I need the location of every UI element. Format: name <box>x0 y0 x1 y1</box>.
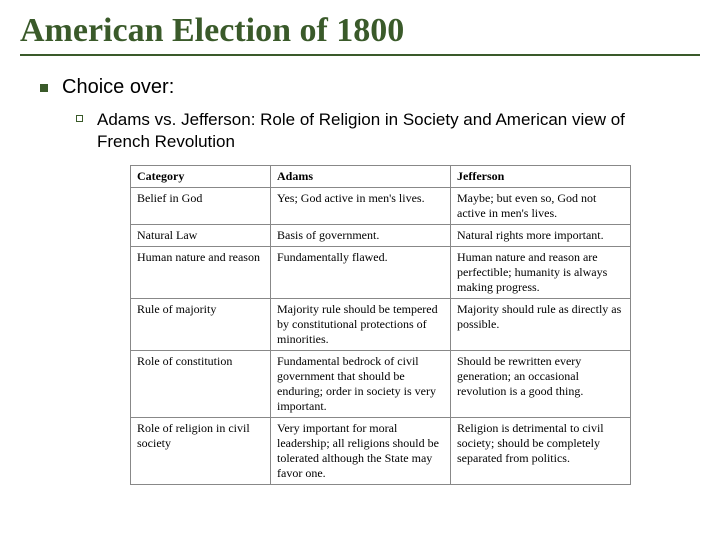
cell-jefferson: Maybe; but even so, God not active in me… <box>451 188 631 225</box>
bullet-level1: Choice over: <box>40 76 690 99</box>
cell-category: Natural Law <box>131 225 271 247</box>
cell-adams: Yes; God active in men's lives. <box>271 188 451 225</box>
bullet-text: Choice over: <box>62 76 174 99</box>
cell-category: Role of religion in civil society <box>131 418 271 485</box>
cell-category: Belief in God <box>131 188 271 225</box>
table-row: Human nature and reasonFundamentally fla… <box>131 247 631 299</box>
hollow-square-bullet-icon <box>76 115 83 122</box>
header-jefferson: Jefferson <box>451 166 631 188</box>
cell-jefferson: Religion is detrimental to civil society… <box>451 418 631 485</box>
cell-adams: Majority rule should be tempered by cons… <box>271 299 451 351</box>
table-row: Role of religion in civil societyVery im… <box>131 418 631 485</box>
cell-adams: Basis of government. <box>271 225 451 247</box>
table-row: Belief in GodYes; God active in men's li… <box>131 188 631 225</box>
cell-jefferson: Should be rewritten every generation; an… <box>451 351 631 418</box>
bullet-level2: Adams vs. Jefferson: Role of Religion in… <box>76 109 690 153</box>
cell-jefferson: Human nature and reason are perfectible;… <box>451 247 631 299</box>
cell-category: Role of constitution <box>131 351 271 418</box>
table-header-row: Category Adams Jefferson <box>131 166 631 188</box>
cell-adams: Very important for moral leadership; all… <box>271 418 451 485</box>
cell-category: Rule of majority <box>131 299 271 351</box>
cell-category: Human nature and reason <box>131 247 271 299</box>
header-adams: Adams <box>271 166 451 188</box>
square-bullet-icon <box>40 84 48 92</box>
cell-jefferson: Natural rights more important. <box>451 225 631 247</box>
table-row: Rule of majorityMajority rule should be … <box>131 299 631 351</box>
table-row: Natural LawBasis of government.Natural r… <box>131 225 631 247</box>
slide-title: American Election of 1800 <box>20 12 700 50</box>
title-underline <box>20 54 700 56</box>
header-category: Category <box>131 166 271 188</box>
table-row: Role of constitutionFundamental bedrock … <box>131 351 631 418</box>
comparison-table: Category Adams Jefferson Belief in GodYe… <box>130 165 631 485</box>
cell-adams: Fundamentally flawed. <box>271 247 451 299</box>
cell-adams: Fundamental bedrock of civil government … <box>271 351 451 418</box>
cell-jefferson: Majority should rule as directly as poss… <box>451 299 631 351</box>
sub-bullet-text: Adams vs. Jefferson: Role of Religion in… <box>97 109 657 153</box>
